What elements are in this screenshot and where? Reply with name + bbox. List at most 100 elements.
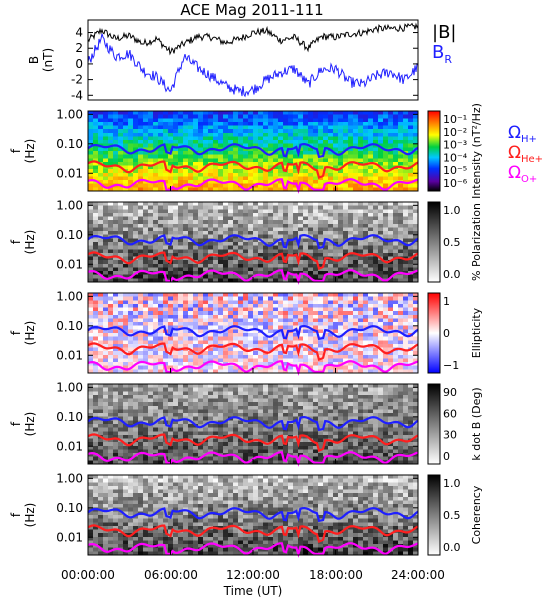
- heatmap-cell: [243, 249, 249, 254]
- heatmap-cell: [318, 329, 324, 334]
- heatmap-cell: [153, 296, 159, 301]
- heatmap-cell: [313, 231, 319, 236]
- heatmap-cell: [123, 136, 129, 141]
- heatmap-cell: [293, 151, 299, 156]
- heatmap-cell: [223, 274, 229, 279]
- heatmap-cell: [238, 303, 244, 309]
- heatmap-cell: [353, 176, 359, 181]
- heatmap-cell: [93, 242, 99, 247]
- heatmap-cell: [238, 147, 244, 152]
- heatmap-cell: [213, 263, 219, 269]
- heatmap-cell: [408, 212, 414, 218]
- heatmap-cell: [333, 325, 339, 330]
- heatmap-cell: [388, 212, 394, 218]
- heatmap-cell: [233, 274, 239, 279]
- heatmap-cell: [283, 209, 289, 214]
- heatmap-cell: [93, 205, 99, 210]
- heatmap-cell: [173, 387, 179, 392]
- heatmap-cell: [193, 431, 199, 436]
- heatmap-cell: [363, 169, 369, 174]
- heatmap-cell: [88, 252, 94, 258]
- heatmap-cell: [393, 161, 399, 167]
- heatmap-cell: [233, 238, 239, 243]
- heatmap-cell: [318, 121, 324, 127]
- heatmap-cell: [168, 180, 174, 185]
- heatmap-cell: [403, 351, 409, 356]
- heatmap-cell: [108, 252, 114, 258]
- heatmap-cell: [393, 358, 399, 363]
- heatmap-cell: [183, 362, 189, 367]
- heatmap-cell: [323, 333, 329, 338]
- heatmap-cell: [353, 252, 359, 258]
- heatmap-cell: [203, 369, 209, 374]
- heatmap-cell: [283, 216, 289, 221]
- heatmap-cell: [163, 227, 169, 232]
- heatmap-cell: [158, 118, 164, 123]
- heatmap-cell: [168, 402, 174, 407]
- heatmap-cell: [238, 140, 244, 145]
- colorbar-title: Intensity (nT²/Hz): [470, 103, 483, 199]
- heatmap-cell: [293, 129, 299, 134]
- heatmap-cell: [178, 442, 184, 447]
- heatmap-cell: [228, 249, 234, 254]
- heatmap-cell: [163, 391, 169, 396]
- heatmap-cell: [313, 322, 319, 327]
- heatmap-cell: [393, 293, 399, 298]
- heatmap-cell: [398, 223, 404, 229]
- heatmap-cell: [203, 384, 209, 389]
- heatmap-cell: [208, 322, 214, 327]
- heatmap-cell: [358, 151, 364, 156]
- heatmap-cell: [328, 169, 334, 174]
- heatmap-cell: [308, 278, 314, 283]
- heatmap-cell: [233, 223, 239, 229]
- heatmap-cell: [298, 220, 304, 225]
- heatmap-cell: [213, 118, 219, 123]
- heatmap-cell: [338, 314, 344, 320]
- heatmap-cell: [128, 256, 134, 261]
- heatmap-cell: [128, 143, 134, 148]
- heatmap-cell: [138, 365, 144, 370]
- heatmap-cell: [163, 445, 169, 451]
- heatmap-cell: [253, 293, 259, 298]
- heatmap-cell: [233, 216, 239, 221]
- heatmap-cell: [253, 129, 259, 134]
- heatmap-cell: [293, 220, 299, 225]
- heatmap-cell: [278, 242, 284, 247]
- heatmap-cell: [183, 154, 189, 159]
- heatmap-cell: [338, 202, 344, 207]
- heatmap-cell: [338, 143, 344, 148]
- heatmap-cell: [343, 151, 349, 156]
- heatmap-cell: [178, 307, 184, 312]
- heatmap-cell: [323, 362, 329, 367]
- heatmap-cell: [328, 111, 334, 116]
- heatmap-cell: [98, 132, 104, 138]
- heatmap-cell: [383, 118, 389, 123]
- heatmap-cell: [378, 293, 384, 298]
- heatmap-cell: [333, 307, 339, 312]
- heatmap-cell: [98, 256, 104, 261]
- heatmap-cell: [278, 260, 284, 265]
- heatmap-cell: [278, 318, 284, 323]
- heatmap-cell: [243, 307, 249, 312]
- heatmap-cell: [98, 187, 104, 192]
- heatmap-cell: [148, 140, 154, 145]
- heatmap-cell: [148, 314, 154, 320]
- heatmap-cell: [403, 311, 409, 316]
- heatmap-cell: [193, 223, 199, 229]
- heatmap-cell: [348, 187, 354, 192]
- heatmap-cell: [158, 216, 164, 221]
- heatmap-cell: [103, 176, 109, 181]
- heatmap-cell: [88, 216, 94, 221]
- heatmap-cell: [268, 260, 274, 265]
- heatmap-cell: [323, 183, 329, 188]
- heatmap-cell: [193, 358, 199, 363]
- heatmap-cell: [143, 121, 149, 127]
- heatmap-cell: [378, 354, 384, 360]
- heatmap-cell: [313, 296, 319, 301]
- heatmap-cell: [123, 242, 129, 247]
- heatmap-cell: [223, 114, 229, 119]
- heatmap-cell: [393, 267, 399, 272]
- heatmap-cell: [133, 358, 139, 363]
- gyro-line-he-plus: [87, 342, 419, 362]
- heatmap-cell: [158, 180, 164, 185]
